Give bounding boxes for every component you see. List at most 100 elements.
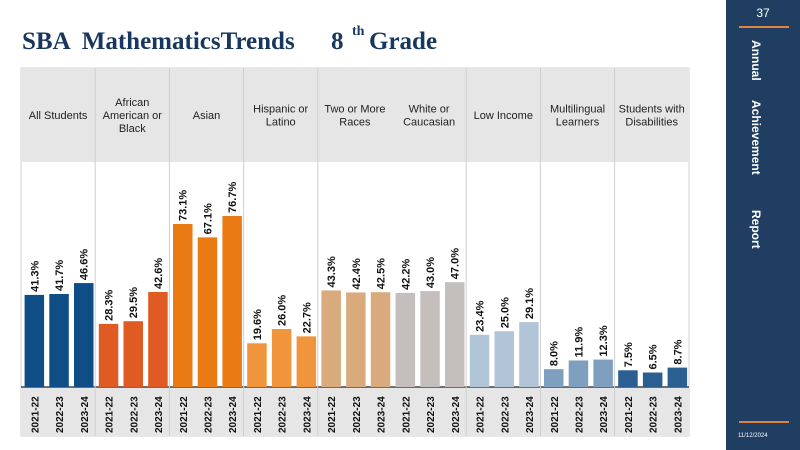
category-label-line: Two or More (324, 104, 385, 116)
year-tick-label: 2023-24 (673, 396, 684, 433)
bar (321, 290, 341, 387)
category-label: White or Caucasian (403, 104, 455, 129)
category-label: Students with Disabilities (619, 104, 685, 129)
data-label: 76.7% (227, 182, 239, 213)
category-label-line: All Students (29, 110, 88, 122)
data-label: 26.0% (277, 295, 289, 326)
data-label: 7.5% (623, 342, 635, 367)
data-label: 47.0% (450, 248, 462, 279)
year-tick-label: 2022-23 (352, 396, 363, 433)
year-tick-label: 2021-22 (550, 396, 561, 433)
data-label: 43.3% (326, 256, 338, 287)
year-tick-label: 2023-24 (451, 396, 462, 433)
data-label: 6.5% (648, 344, 660, 369)
bar (395, 292, 416, 387)
category-label: Hispanic or Latino (253, 104, 308, 129)
year-tick-label: 2021-22 (253, 396, 264, 433)
data-label: 8.7% (672, 339, 684, 364)
year-tick-label: 2022-23 (55, 396, 66, 433)
year-tick-label: 2023-24 (302, 396, 313, 433)
year-tick-label: 2021-22 (179, 396, 190, 433)
year-tick-label: 2023-24 (228, 396, 239, 433)
year-tick-label: 2022-23 (426, 396, 437, 433)
data-label: 41.7% (54, 260, 66, 291)
category-label-line: Disabilities (625, 117, 678, 129)
data-label: 19.6% (252, 309, 264, 340)
year-tick-label: 2022-23 (129, 396, 140, 433)
year-tick-label: 2022-23 (278, 396, 289, 433)
category-label-line: Asian (193, 110, 221, 122)
data-label: 8.0% (549, 341, 561, 366)
bar (197, 237, 218, 387)
category-label-line: Low Income (474, 110, 533, 122)
bar (296, 336, 317, 387)
category-label-line: Latino (266, 117, 296, 129)
sidebar-word-report: Report (749, 210, 763, 249)
category-label-line: American or (103, 110, 163, 122)
data-label: 67.1% (202, 203, 214, 234)
year-tick-label: 2021-22 (624, 396, 635, 433)
sidebar-word-annual: Annual (749, 40, 763, 81)
page-number: 37 (756, 6, 770, 20)
bar (148, 292, 168, 387)
bar (593, 359, 613, 387)
category-label-line: Hispanic or (253, 104, 308, 116)
category-label-line: African (115, 97, 149, 109)
data-label: 23.4% (475, 300, 487, 331)
title-grade-number: 8 (331, 28, 344, 55)
category-label-line: Black (119, 123, 146, 135)
bar (271, 329, 292, 387)
data-label: 42.5% (376, 258, 388, 289)
data-label: 22.7% (301, 302, 313, 333)
data-label: 73.1% (178, 190, 190, 221)
data-label: 29.1% (524, 288, 536, 319)
year-tick-label: 2021-22 (476, 396, 487, 433)
sidebar-panel: 37 Annual Achievement Report 11/12/2024 (726, 0, 800, 450)
year-tick-label: 2021-22 (327, 396, 338, 433)
bar (420, 291, 440, 387)
year-tick-label: 2021-22 (30, 396, 41, 433)
category-label: African American or Black (103, 97, 163, 135)
data-label: 11.9% (573, 327, 585, 358)
bar (173, 223, 193, 387)
category-label: Two or More Races (324, 104, 385, 129)
bar (123, 321, 143, 387)
bar (469, 334, 490, 387)
category-label: All Students (29, 110, 88, 122)
bar (24, 294, 45, 387)
data-label: 29.5% (128, 287, 140, 318)
bar (346, 292, 366, 387)
category-label: Low Income (474, 110, 533, 122)
data-label: 25.0% (499, 297, 511, 328)
category-label: Multilingual Learners (550, 104, 605, 129)
bar (642, 372, 663, 387)
category-label-line: Students with (619, 104, 685, 116)
bar (544, 369, 564, 387)
bar (247, 343, 267, 387)
year-tick-label: 2023-24 (599, 396, 610, 433)
year-tick-label: 2023-24 (377, 396, 388, 433)
bar (222, 215, 242, 387)
bar (49, 294, 69, 387)
data-label: 42.6% (153, 258, 165, 289)
title-grade-superscript: th (352, 24, 365, 39)
year-tick-label: 2023-24 (80, 396, 91, 433)
bar (445, 282, 465, 387)
year-tick-label: 2022-23 (574, 396, 585, 433)
category-label-line: Multilingual (550, 104, 605, 116)
category-header-band (21, 68, 689, 162)
year-tick-label: 2022-23 (649, 396, 660, 433)
year-tick-label: 2022-23 (203, 396, 214, 433)
category-label-line: White or (409, 104, 450, 116)
bar (74, 283, 94, 387)
category-label-line: Races (339, 117, 371, 129)
bar (494, 331, 514, 387)
data-label: 41.3% (29, 260, 41, 291)
category-label: Asian (193, 110, 221, 122)
data-label: 12.3% (598, 325, 610, 356)
bar-chart: All Students 41.3% 2021-22 41.7% 2022-23 46.6… (20, 67, 690, 437)
data-label: 42.2% (400, 258, 412, 289)
sidebar-date: 11/12/2024 (738, 433, 768, 439)
bar (667, 367, 688, 387)
year-tick-label: 2022-23 (500, 396, 511, 433)
